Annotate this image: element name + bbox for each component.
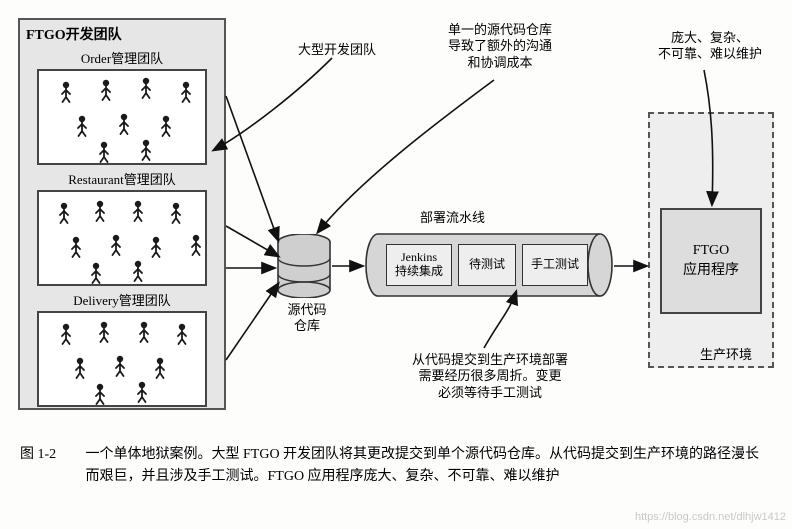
person-icon [169, 202, 183, 224]
pipeline-stage: 手工测试 [522, 244, 588, 286]
person-icon [99, 79, 113, 101]
person-icon [117, 113, 131, 135]
subteam-box [37, 190, 207, 286]
person-icon [59, 323, 73, 345]
person-icon [113, 355, 127, 377]
annotation-single_repo: 单一的源代码仓库 导致了额外的沟通 和协调成本 [420, 22, 580, 71]
figure-text: 一个单体地狱案例。大型 FTGO 开发团队将其更改提交到单个源代码仓库。从代码提… [86, 444, 766, 487]
person-icon [131, 200, 145, 222]
person-icon [153, 357, 167, 379]
ftgo-app-box: FTGO 应用程序 [660, 208, 762, 314]
source-repo-db [276, 234, 332, 298]
person-icon [159, 115, 173, 137]
pipeline-stage: 待测试 [458, 244, 516, 286]
figure-number: 图 1-2 [20, 444, 82, 466]
person-icon [75, 115, 89, 137]
annotation-prod_bad: 庞大、复杂、 不可靠、难以维护 [635, 30, 785, 63]
person-icon [97, 321, 111, 343]
watermark: https://blog.csdn.net/dlhjw1412 [635, 511, 786, 523]
pipeline-title: 部署流水线 [420, 210, 485, 226]
person-icon [131, 260, 145, 282]
prod-env-label: 生产环境 [700, 344, 752, 363]
person-icon [189, 234, 203, 256]
devteam-box: FTGO开发团队 Order管理团队 Restaurant管理团队 Delivery… [18, 18, 226, 410]
person-icon [57, 202, 71, 224]
person-icon [135, 381, 149, 403]
person-icon [139, 77, 153, 99]
diagram-canvas: FTGO开发团队 Order管理团队 Restaurant管理团队 Delivery… [0, 0, 792, 529]
person-icon [89, 262, 103, 284]
person-icon [179, 81, 193, 103]
person-icon [69, 236, 83, 258]
db-label: 源代码 仓库 [262, 302, 352, 335]
subteam-label: Delivery管理团队 [26, 290, 218, 309]
subteam-label: Restaurant管理团队 [26, 169, 218, 188]
person-icon [93, 383, 107, 405]
person-icon [175, 323, 189, 345]
person-icon [73, 357, 87, 379]
figure-caption: 图 1-2 一个单体地狱案例。大型 FTGO 开发团队将其更改提交到单个源代码仓… [20, 444, 770, 487]
person-icon [139, 139, 153, 161]
person-icon [137, 321, 151, 343]
person-icon [149, 236, 163, 258]
annotation-big_team: 大型开发团队 [282, 42, 392, 58]
person-icon [93, 200, 107, 222]
subteam-box [37, 69, 207, 165]
subteam-box [37, 311, 207, 407]
devteam-title: FTGO开发团队 [26, 24, 218, 44]
person-icon [97, 141, 111, 163]
pipeline-stage: Jenkins 持续集成 [386, 244, 452, 286]
annotation-long_path: 从代码提交到生产环境部署 需要经历很多周折。变更 必须等待手工测试 [380, 352, 600, 401]
person-icon [109, 234, 123, 256]
subteam-label: Order管理团队 [26, 48, 218, 67]
person-icon [59, 81, 73, 103]
